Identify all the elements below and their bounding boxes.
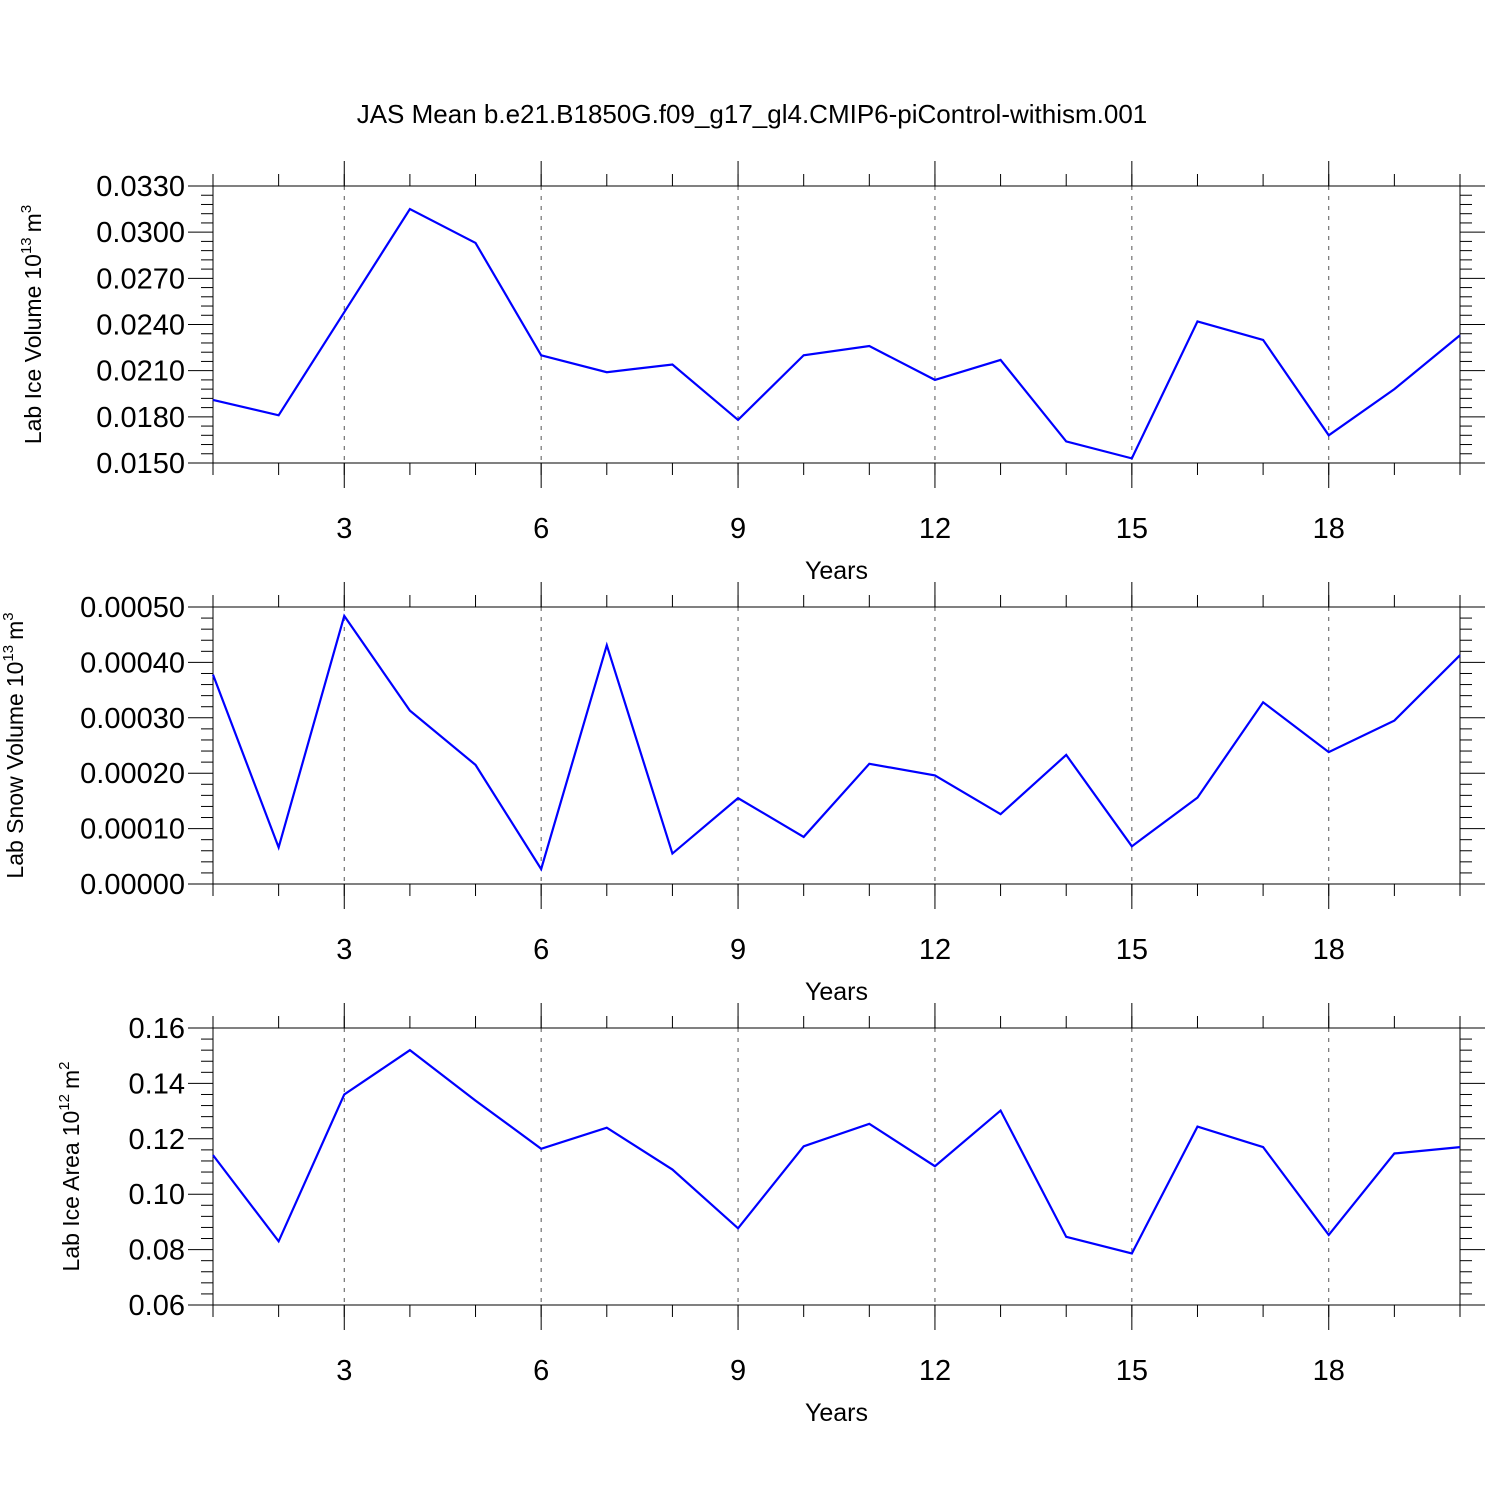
plot-frame (212, 1027, 1461, 1306)
y-label-unit-exp: 2 (56, 1062, 73, 1070)
plot-frame (212, 185, 1461, 464)
x-tick-label: 12 (919, 513, 951, 545)
x-tick-label: 9 (730, 934, 746, 966)
y-label-unit: m (20, 213, 46, 232)
y-tick-label: 0.0150 (96, 448, 185, 480)
y-tick-label: 0.00030 (80, 703, 185, 735)
x-tick-label: 15 (1116, 513, 1148, 545)
x-axis-label: Years (805, 1399, 868, 1427)
x-tick-label: 15 (1116, 1355, 1148, 1387)
y-tick-label: 0.14 (129, 1068, 185, 1100)
x-tick-label: 9 (730, 1355, 746, 1387)
x-tick-label: 6 (533, 513, 549, 545)
x-axis-label: Years (805, 557, 868, 585)
plot-frame (212, 606, 1461, 885)
y-axis-label: Lab Ice Area 1012 m2 (56, 1062, 84, 1272)
y-tick-label: 0.0330 (96, 171, 185, 203)
x-tick-label: 6 (533, 1355, 549, 1387)
y-tick-label: 0.16 (129, 1013, 185, 1045)
panels: 3 6 9 12 15 18 0.0150 0.0180 0.0210 0.0240 0.0270 0… (0, 161, 1485, 1427)
y-tick-label: 0.00040 (80, 647, 185, 679)
panel-3: 3 6 9 12 15 18 0.06 0.08 0.10 0.12 0.14 0.16 Years La… (56, 1003, 1485, 1427)
y-tick-label: 0.12 (129, 1124, 185, 1156)
x-tick-label: 18 (1313, 513, 1345, 545)
y-label-unit-exp: 3 (18, 205, 35, 213)
x-tick-label: 6 (533, 934, 549, 966)
chart-title: JAS Mean b.e21.B1850G.f09_g17_gl4.CMIP6-… (357, 99, 1148, 129)
y-axis-label: Lab Snow Volume 1013 m3 (0, 612, 28, 878)
y-tick-label: 0.0210 (96, 356, 185, 388)
x-tick-label: 18 (1313, 934, 1345, 966)
y-axis-label: Lab Ice Volume 1013 m3 (18, 205, 46, 444)
x-tick-label: 18 (1313, 1355, 1345, 1387)
x-axis-label: Years (805, 978, 868, 1006)
y-tick-label: 0.08 (129, 1235, 185, 1267)
panel-1: 3 6 9 12 15 18 0.0150 0.0180 0.0210 0.0240 0.0270 0… (18, 161, 1485, 585)
y-tick-label: 0.10 (129, 1179, 185, 1211)
y-label-exp: 13 (0, 645, 17, 662)
x-tick-label: 12 (919, 1355, 951, 1387)
y-label-unit: m (2, 621, 28, 640)
y-tick-label: 0.00010 (80, 814, 185, 846)
y-tick-label: 0.00050 (80, 592, 185, 624)
y-tick-label: 0.0240 (96, 310, 185, 342)
y-label-text: Lab Ice Volume (20, 286, 46, 445)
y-tick-label: 0.0300 (96, 217, 185, 249)
y-label-unit-exp: 3 (0, 612, 17, 620)
y-label-base: 10 (2, 662, 28, 688)
panel-2: 3 6 9 12 15 18 0.00000 0.00010 0.00020 0.00030 0.0… (0, 582, 1485, 1006)
y-label-base: 10 (20, 254, 46, 280)
series-line (212, 207, 1461, 460)
x-tick-label: 3 (336, 513, 352, 545)
series-line (211, 613, 1461, 872)
y-tick-label: 0.0270 (96, 263, 185, 295)
y-tick-label: 0.00000 (80, 869, 185, 901)
series-line (212, 1048, 1461, 1255)
x-tick-label: 9 (730, 513, 746, 545)
x-tick-label: 12 (919, 934, 951, 966)
x-tick-label: 3 (336, 934, 352, 966)
y-label-text: Lab Snow Volume (2, 693, 28, 878)
x-tick-label: 15 (1116, 934, 1148, 966)
x-tick-label: 3 (336, 1355, 352, 1387)
y-tick-label: 0.00020 (80, 758, 185, 790)
y-label-exp: 12 (56, 1094, 73, 1111)
y-label-unit: m (58, 1070, 84, 1089)
y-tick-label: 0.0180 (96, 402, 185, 434)
y-label-exp: 13 (18, 237, 35, 254)
y-label-text: Lab Ice Area (58, 1142, 84, 1271)
y-tick-label: 0.06 (129, 1290, 185, 1322)
y-label-base: 10 (58, 1111, 84, 1137)
